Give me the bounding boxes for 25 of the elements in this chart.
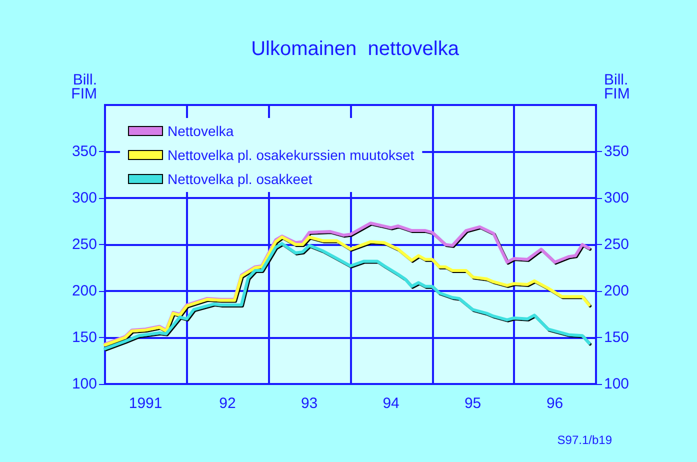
y2-tick-label: 350 — [604, 143, 630, 160]
y-tick-label: 100 — [72, 376, 97, 392]
x-tick-label: 92 — [219, 395, 236, 412]
text: S97.1/b19 — [557, 433, 612, 447]
x-tick-label: 1991 — [128, 395, 162, 412]
y-axis-title: Bill. FIM — [71, 72, 97, 102]
legend-label: Nettovelka pl. osakekurssien muutokset — [168, 147, 414, 163]
y2-tick-label: 150 — [604, 329, 630, 346]
legend-label: Nettovelka — [168, 123, 234, 139]
y-tick-label: 300 — [72, 190, 97, 206]
chart-title: Ulkomainen nettovelka — [251, 38, 460, 60]
y2-tick-label: 100 — [604, 376, 630, 392]
y-tick-label: 350 — [72, 143, 97, 160]
y2-axis-title: Bill. FIM — [604, 72, 630, 102]
y-tick-label: 150 — [72, 329, 97, 346]
x-tick-label: 94 — [382, 395, 400, 412]
legend-label: Nettovelka pl. osakkeet — [168, 171, 312, 187]
x-tick-label: 93 — [300, 395, 318, 412]
x-tick-label: 96 — [546, 395, 564, 412]
y-tick-label: 200 — [72, 282, 97, 300]
y2-tick-label: 300 — [604, 190, 630, 206]
y-tick-label: 250 — [72, 236, 97, 253]
y2-tick-label: 250 — [604, 236, 630, 253]
x-tick-label: 95 — [464, 395, 482, 412]
y2-tick-label: 200 — [604, 282, 630, 300]
